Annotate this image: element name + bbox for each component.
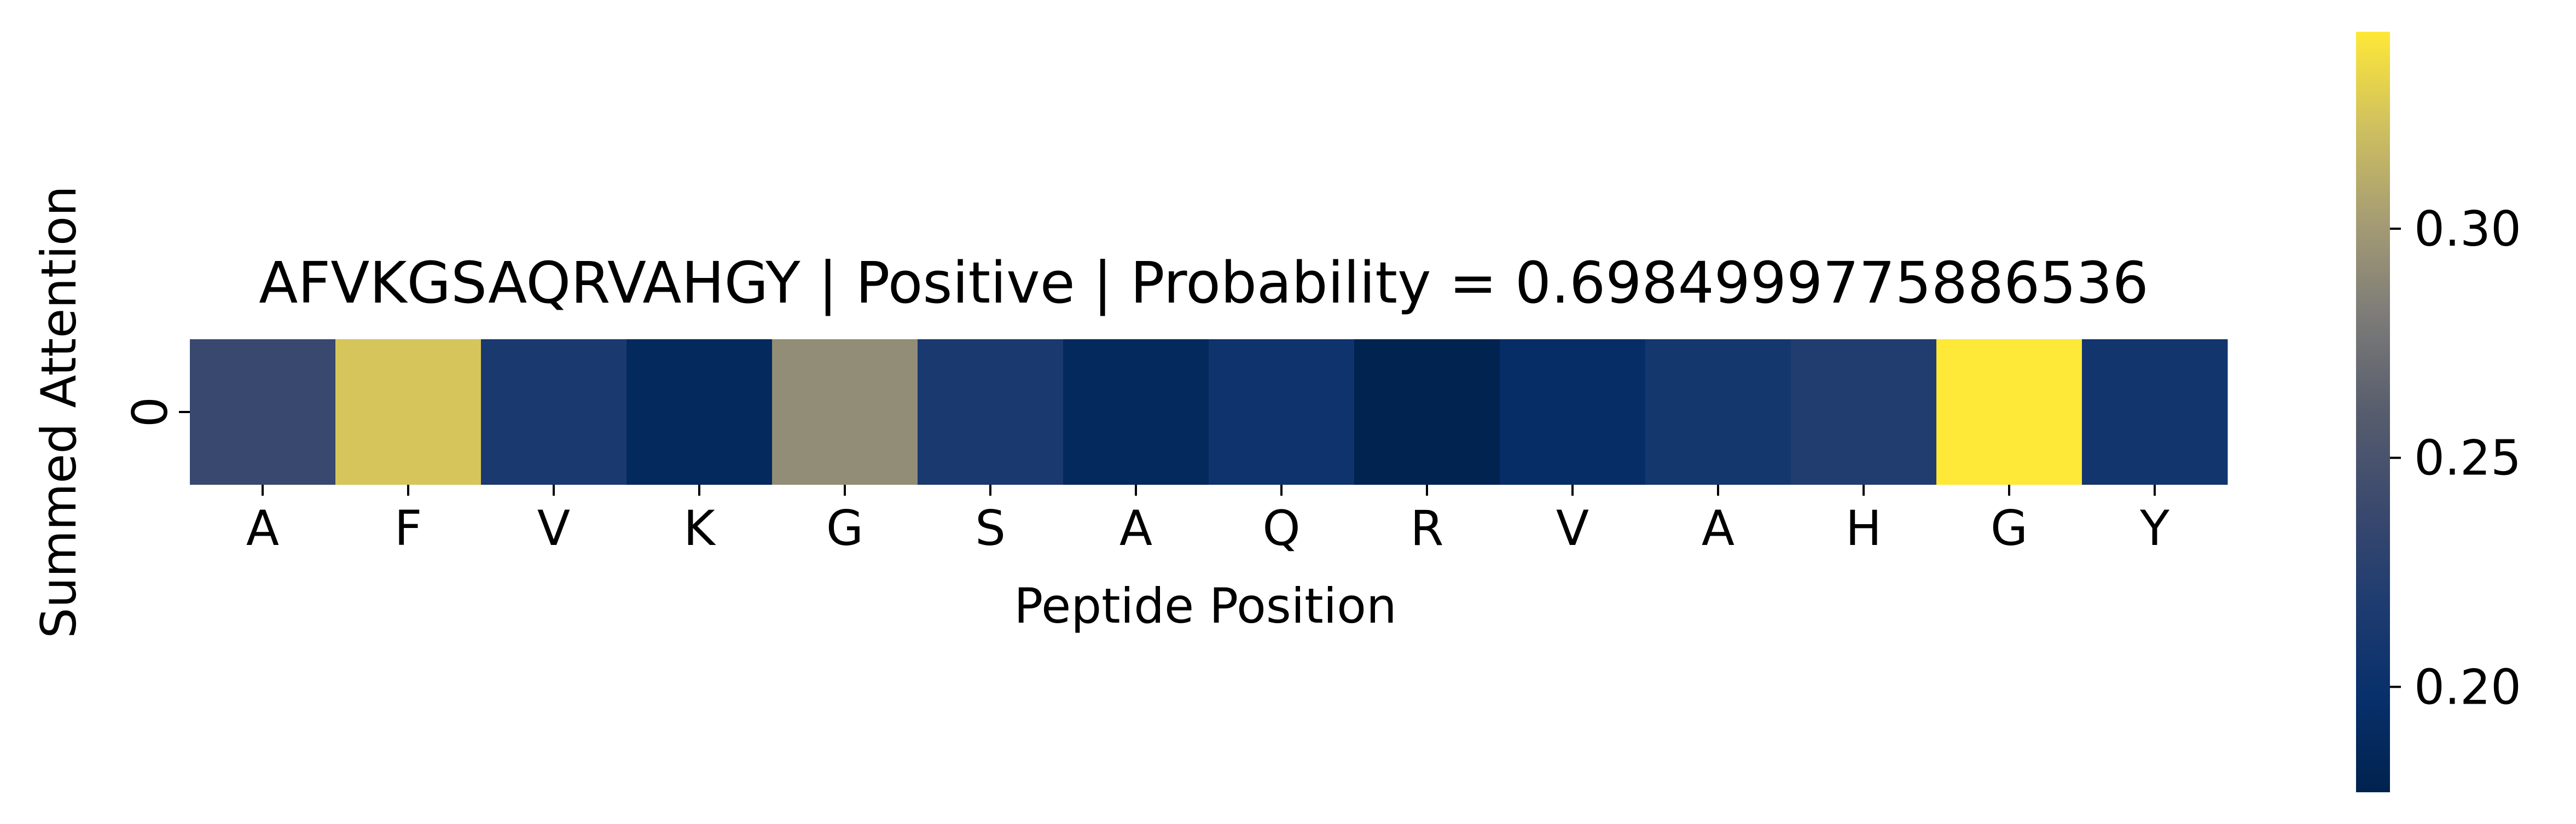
x-tick-label: G [826,500,863,556]
heatmap-cell [772,339,918,485]
y-axis-label: Summed Attention [31,185,87,638]
heatmap-cell [1936,339,2082,485]
heatmap-cell [2082,339,2228,485]
heatmap-cell [1354,339,1500,485]
colorbar-tick-label: 0.25 [2414,430,2521,486]
y-tick-label: 0 [122,397,178,427]
colorbar [2356,32,2390,792]
x-tick-label: F [394,500,422,556]
x-tick-label: Y [2139,500,2169,556]
heatmap-cell [1500,339,1646,485]
x-tick-label: A [1702,500,1734,556]
heatmap-cell [1645,339,1791,485]
colorbar-ticks: 0.20 0.25 0.30 [2390,201,2521,715]
x-tick-label: Q [1262,500,1300,556]
heatmap-cells [190,339,2228,485]
chart-title: AFVKGSAQRVAHGY | Positive | Probability … [259,249,2149,316]
heatmap-cell [481,339,627,485]
x-tick-label: H [1846,500,1882,556]
colorbar-tick-label: 0.30 [2414,201,2521,257]
heatmap-cell [190,339,336,485]
x-tick-label: V [1556,500,1589,556]
heatmap-cell [335,339,481,485]
heatmap-cell [1063,339,1209,485]
heatmap-cell [626,339,773,485]
heatmap-cell [1209,339,1355,485]
x-tick-label: A [246,500,279,556]
x-tick-label: G [1991,500,2028,556]
y-axis-ticks: 0 [122,397,190,427]
x-tick-label: V [537,500,570,556]
x-tick-label: S [975,500,1006,556]
heatmap-cell [1791,339,1937,485]
x-tick-label: R [1410,500,1443,556]
x-tick-label: A [1119,500,1152,556]
x-tick-label: K [683,500,716,556]
heatmap-cell [918,339,1064,485]
colorbar-tick-label: 0.20 [2414,659,2521,715]
x-axis-label: Peptide Position [1014,578,1397,634]
